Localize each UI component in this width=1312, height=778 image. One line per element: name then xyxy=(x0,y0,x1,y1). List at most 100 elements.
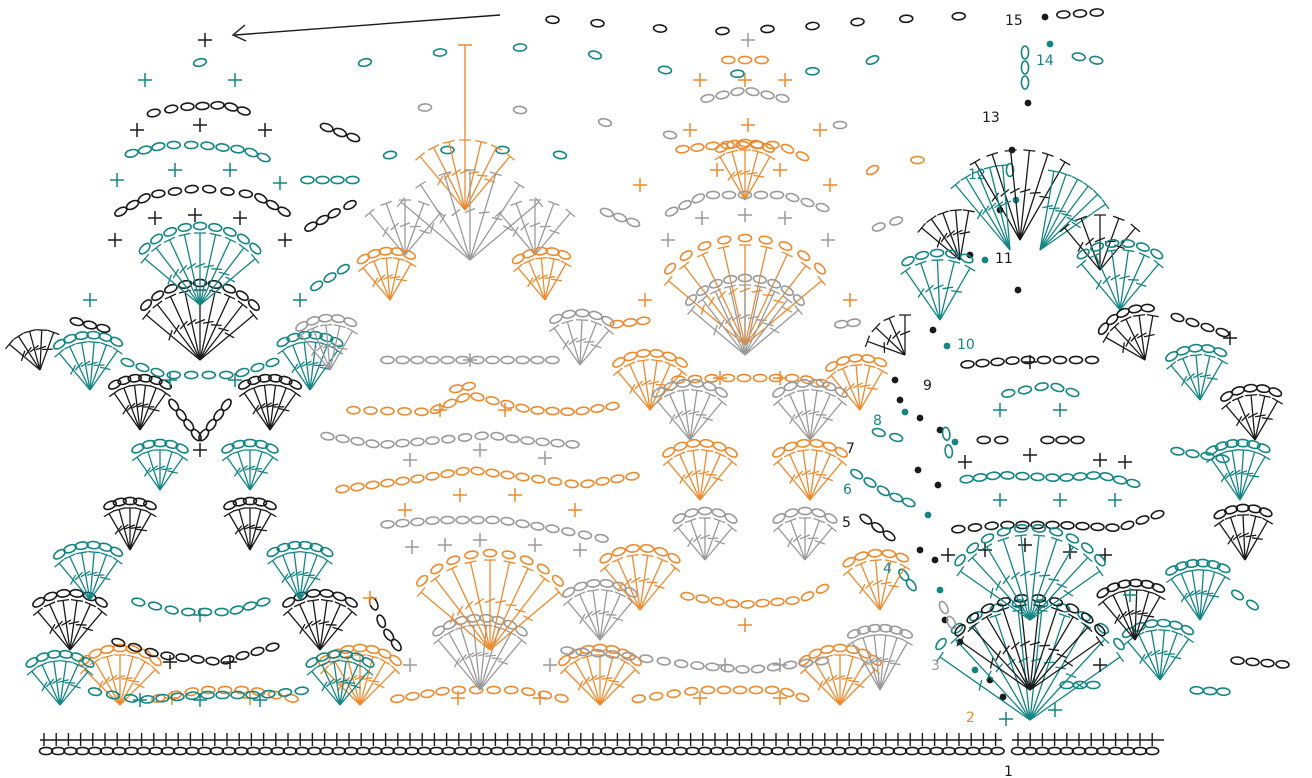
chain-stitch xyxy=(150,233,164,245)
chain-stitch xyxy=(1013,523,1029,533)
chain-stitch xyxy=(184,184,199,194)
double-crochet-stitch xyxy=(899,314,911,355)
double-crochet-stitch xyxy=(871,322,906,356)
chain-stitch xyxy=(234,685,249,695)
double-crochet-stitch xyxy=(699,457,738,501)
double-crochet-stitch xyxy=(306,325,331,371)
double-crochet-stitch xyxy=(159,449,178,491)
chain-stitch xyxy=(690,661,705,671)
chain-stitch xyxy=(235,367,250,378)
chain-stitch xyxy=(485,355,500,365)
double-crochet-stitch xyxy=(809,457,848,501)
double-crochet-stitch xyxy=(997,606,1031,691)
chain-stitch xyxy=(825,360,839,372)
chain-stitch xyxy=(951,11,967,21)
chain-stitch xyxy=(996,597,1011,607)
chain-stitch xyxy=(181,607,196,617)
chain-stitch xyxy=(183,140,199,150)
chain-stitch xyxy=(1005,356,1020,366)
double-crochet-stitch xyxy=(446,565,491,651)
double-crochet-stitch xyxy=(677,389,692,441)
chain-stitch xyxy=(265,357,280,368)
chain-stitch xyxy=(345,175,360,185)
chain-stitch xyxy=(914,250,930,261)
chain-stitch xyxy=(1108,746,1123,756)
single-crochet-stitch xyxy=(188,208,202,222)
single-crochet-stitch xyxy=(273,176,287,190)
chain-stitch xyxy=(752,274,768,284)
chain-stitch xyxy=(1030,472,1045,482)
double-crochet-stitch xyxy=(1029,565,1104,621)
double-crochet-stitch xyxy=(1196,569,1210,621)
row-label-2: 2 xyxy=(966,710,975,726)
single-crochet-stitch xyxy=(713,371,727,385)
chain-stitch xyxy=(455,466,470,476)
chain-stitch xyxy=(326,649,342,659)
double-crochet-stitch xyxy=(199,232,222,306)
chain-stitch xyxy=(152,438,168,448)
chain-stitch xyxy=(277,688,293,697)
double-crochet-stitch xyxy=(1176,355,1201,401)
chain-stitch xyxy=(1140,303,1156,313)
chain-stitch xyxy=(183,370,199,380)
chain-stitch xyxy=(848,353,863,363)
chain-stitch xyxy=(86,540,101,550)
chain-stitch xyxy=(965,746,981,756)
chain-stitch xyxy=(990,746,1005,756)
chain-stitch xyxy=(265,642,280,652)
single-crochet-stitch xyxy=(163,373,177,387)
chain-stitch xyxy=(430,563,444,575)
chain-stitch xyxy=(822,441,837,452)
chain-stitch xyxy=(1128,578,1144,588)
chain-stitch xyxy=(993,435,1009,445)
double-crochet-stitch xyxy=(223,510,251,551)
double-crochet-stitch xyxy=(1213,519,1246,561)
chain-stitch xyxy=(502,746,517,756)
chain-stitch xyxy=(1084,355,1100,365)
chain-stitch xyxy=(231,439,246,450)
chain-stitch xyxy=(148,375,163,386)
chain-stitch xyxy=(58,649,74,659)
double-crochet-stitch xyxy=(368,258,391,301)
double-crochet-stitch xyxy=(199,300,248,361)
double-crochet-stitch xyxy=(744,288,781,356)
double-crochet-stitch xyxy=(804,523,838,561)
chain-stitch xyxy=(865,164,880,176)
double-crochet-stitch xyxy=(949,209,963,261)
chain-stitch xyxy=(1090,522,1105,532)
chain-stitch xyxy=(214,607,229,617)
single-crochet-stitch xyxy=(473,533,487,547)
double-crochet-stitch xyxy=(249,510,277,551)
chain-stitch xyxy=(609,319,624,329)
double-crochet-stitch xyxy=(637,359,652,411)
chain-stitch xyxy=(901,255,915,267)
single-crochet-stitch xyxy=(228,73,242,87)
chain-stitch xyxy=(141,439,156,450)
chain-stitch xyxy=(1059,473,1074,482)
chain-stitch xyxy=(1036,355,1052,365)
chain-stitch xyxy=(235,650,250,661)
chain-stitch xyxy=(754,55,769,65)
chain-stitch xyxy=(1230,589,1245,601)
double-crochet-stitch xyxy=(950,180,1011,251)
chain-stitch xyxy=(636,348,651,358)
chain-stitch xyxy=(1165,350,1179,362)
single-crochet-stitch xyxy=(451,691,465,705)
chain-stitch xyxy=(465,746,481,756)
chain-stitch xyxy=(798,658,814,668)
chain-stitch xyxy=(454,615,469,626)
chain-stitch xyxy=(696,285,710,297)
single-crochet-stitch xyxy=(1053,403,1067,417)
double-crochet-stitch xyxy=(535,256,549,301)
chain-stitch xyxy=(587,50,603,60)
row-label-14: 14 xyxy=(1036,53,1054,69)
chain-stitch xyxy=(1200,451,1215,461)
chain-stitch xyxy=(205,656,220,666)
chain-stitch xyxy=(657,65,673,75)
double-crochet-stitch xyxy=(75,551,91,601)
chain-stitch xyxy=(69,317,84,327)
double-crochet-stitch xyxy=(89,658,121,706)
chain-stitch xyxy=(138,373,153,383)
row-label-3: 3 xyxy=(931,658,940,674)
chain-stitch xyxy=(365,480,380,490)
